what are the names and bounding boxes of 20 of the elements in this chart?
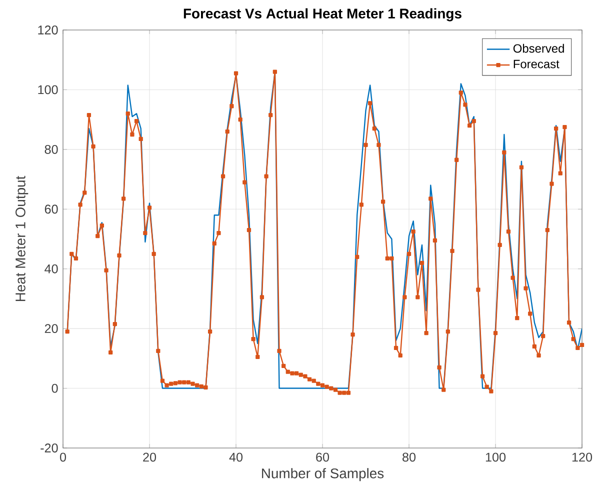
x-tick-label: 120 <box>572 452 592 462</box>
y-tick-label: 100 <box>38 85 58 94</box>
x-tick-label: 100 <box>486 452 506 462</box>
x-tick-label: 20 <box>143 452 156 462</box>
y-tick-label: 60 <box>44 204 58 214</box>
x-tick-label: 0 <box>60 452 66 462</box>
y-tick-label: 0 <box>52 384 58 393</box>
y-tick-label: 40 <box>44 264 58 274</box>
y-tick-label: 120 <box>38 26 58 34</box>
y-tick-label: 80 <box>44 144 58 154</box>
legend-label: Forecast <box>514 60 560 68</box>
chart-title: Forecast Vs Actual Heat Meter 1 Readings <box>184 8 462 22</box>
y-axis-title: Heat Meter 1 Output <box>16 176 28 302</box>
x-tick-label: 40 <box>229 452 243 462</box>
x-tick-label: 80 <box>402 452 416 462</box>
legend-label: Observed <box>513 44 564 53</box>
y-tick-label: 20 <box>44 324 58 334</box>
x-tick-label: 60 <box>316 452 330 462</box>
y-tick-label: -20 <box>40 444 58 452</box>
x-axis-title: Number of Samples <box>262 468 384 482</box>
